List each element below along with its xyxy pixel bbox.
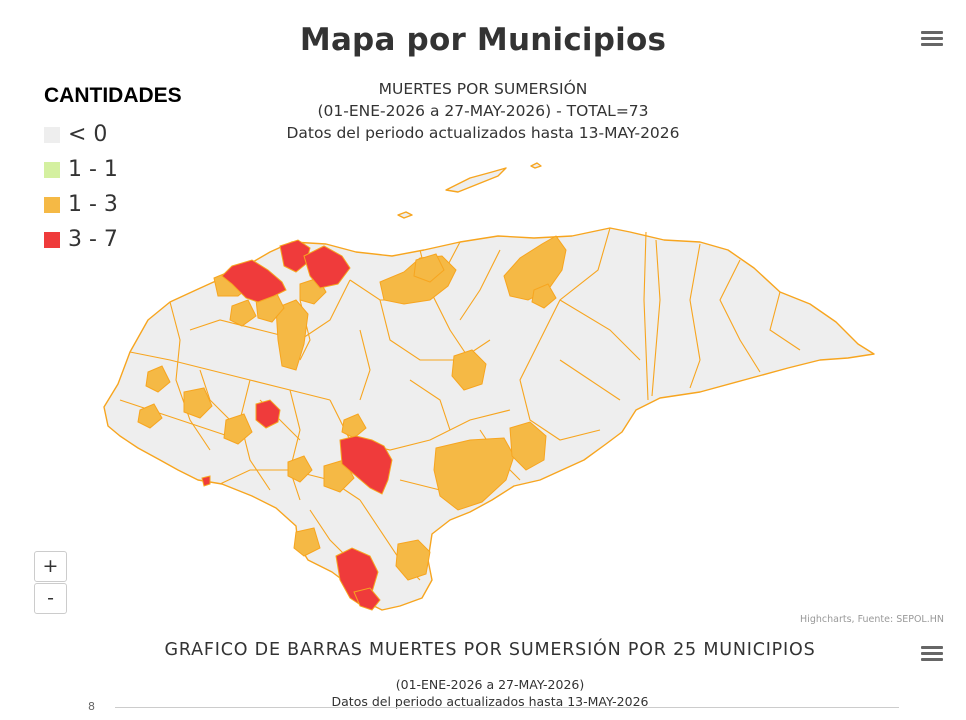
legend-label: 3 - 7: [68, 227, 118, 252]
legend-item[interactable]: 3 - 7: [44, 222, 182, 257]
municipalities-1-3[interactable]: [137, 235, 567, 581]
y-axis-tick-label: 8: [88, 700, 95, 713]
bar-chart-menu-button[interactable]: [921, 646, 943, 664]
legend-swatch: [44, 126, 60, 143]
legend-item[interactable]: < 0: [44, 117, 182, 152]
island-roatan: [445, 167, 507, 193]
municipalities-3-7[interactable]: [201, 239, 393, 611]
legend-label: 1 - 3: [68, 192, 118, 217]
map-subtitle-line-2: (01-ENE-2026 a 27-MAY-2026) - TOTAL=73: [317, 102, 649, 120]
map-subtitle-line-1: MUERTES POR SUMERSIÓN: [378, 80, 588, 98]
legend-label: 1 - 1: [68, 157, 118, 182]
legend-item[interactable]: 1 - 1: [44, 152, 182, 187]
legend-item[interactable]: 1 - 3: [44, 187, 182, 222]
island-utila: [397, 211, 413, 219]
bar-chart-subtitle-line-1: (01-ENE-2026 a 27-MAY-2026): [395, 677, 585, 692]
map-title: Mapa por Municipios: [299, 22, 667, 58]
legend-swatch: [44, 196, 60, 213]
zoom-in-button[interactable]: +: [34, 551, 67, 582]
chart-menu-button[interactable]: [921, 31, 943, 49]
bar-chart-title: GRAFICO DE BARRAS MUERTES POR SUMERSIÓN …: [164, 640, 816, 660]
y-gridline: [115, 707, 899, 708]
legend-title: CANTIDADES: [44, 84, 182, 107]
map-subtitle-line-3: Datos del periodo actualizados hasta 13-…: [286, 124, 680, 142]
legend-swatch: [44, 231, 60, 248]
legend-label: < 0: [68, 122, 108, 147]
map-legend: CANTIDADES < 0 1 - 1 1 - 3 3 - 7: [44, 84, 182, 257]
island-guanaja: [530, 162, 542, 169]
zoom-out-button[interactable]: -: [34, 583, 67, 614]
hamburger-icon: [921, 646, 943, 661]
chart-credits[interactable]: Highcharts, Fuente: SEPOL.HN: [800, 614, 944, 625]
bar-chart-subtitle-line-2: Datos del periodo actualizados hasta 13-…: [331, 694, 649, 709]
legend-swatch: [44, 161, 60, 178]
hamburger-icon: [921, 31, 943, 46]
